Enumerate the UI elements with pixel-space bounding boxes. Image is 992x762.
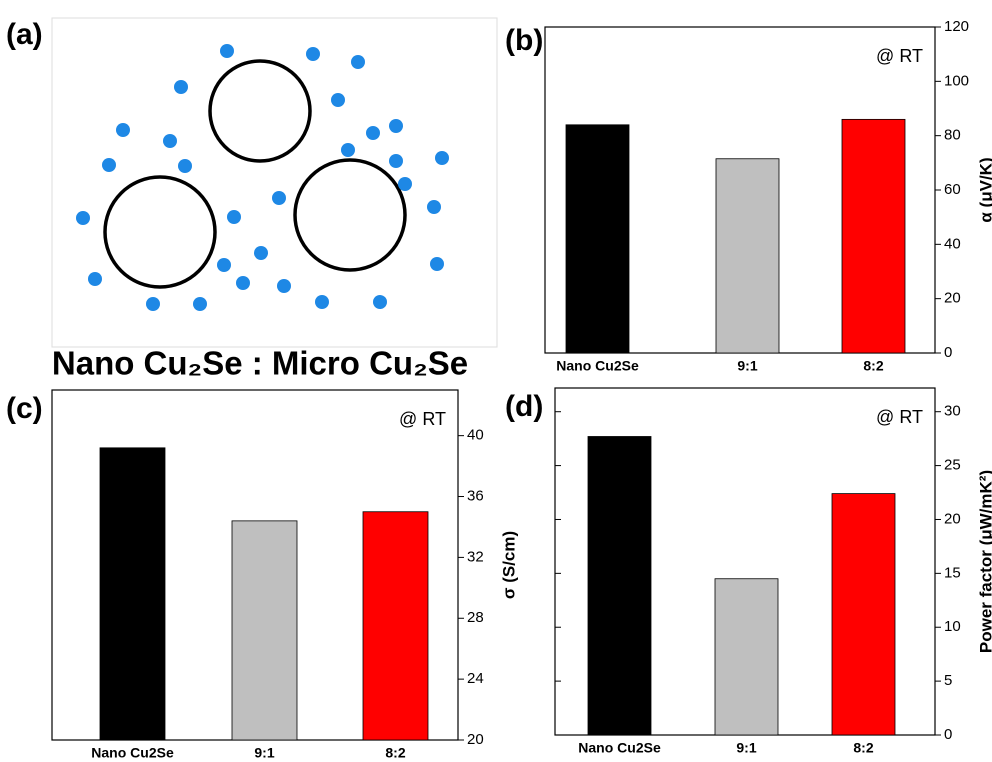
annotation: @ RT xyxy=(876,407,923,427)
bar xyxy=(832,494,895,735)
panel-label: (d) xyxy=(505,390,543,423)
y-tick-label: 60 xyxy=(944,181,961,198)
y-tick-label: 40 xyxy=(467,427,484,444)
y-tick-label: 20 xyxy=(467,731,484,748)
bar xyxy=(588,436,651,735)
y-tick-label: 100 xyxy=(944,72,969,89)
y-tick-label: 80 xyxy=(944,127,961,144)
nano-particles xyxy=(76,44,449,311)
x-tick-label: 9:1 xyxy=(736,740,756,756)
y-tick-label: 5 xyxy=(944,672,952,689)
y-axis-label: α (μV/K) xyxy=(976,157,992,222)
annotation: @ RT xyxy=(876,46,923,66)
y-tick-label: 36 xyxy=(467,487,484,504)
micro-particle xyxy=(105,177,215,287)
x-tick-label: 8:2 xyxy=(853,740,873,756)
panel-label: (c) xyxy=(6,392,43,425)
x-tick-label: 9:1 xyxy=(737,358,757,374)
y-tick-label: 0 xyxy=(944,726,952,743)
bar xyxy=(715,579,778,735)
x-tick-label: Nano Cu2Se xyxy=(556,358,639,374)
annotation: @ RT xyxy=(399,409,446,429)
bar xyxy=(566,125,629,353)
y-tick-label: 30 xyxy=(944,403,961,420)
x-tick-label: 8:2 xyxy=(385,745,405,761)
y-tick-label: 25 xyxy=(944,457,961,474)
y-tick-label: 40 xyxy=(944,235,961,252)
y-tick-label: 10 xyxy=(944,618,961,635)
panel-label: (b) xyxy=(505,24,543,57)
bar xyxy=(363,512,428,740)
x-tick-label: 8:2 xyxy=(863,358,883,374)
micro-particle xyxy=(210,61,310,161)
bar xyxy=(716,159,779,353)
x-tick-label: 9:1 xyxy=(254,745,274,761)
panel-label: (a) xyxy=(6,18,43,51)
figure: (a) Nano Cu₂Se : Micro Cu₂Se (b) @ RT 0 20 4… xyxy=(0,0,992,762)
y-tick-label: 28 xyxy=(467,609,484,626)
x-tick-label: Nano Cu2Se xyxy=(578,740,661,756)
y-tick-label: 32 xyxy=(467,548,484,565)
schematic-frame xyxy=(52,18,497,347)
y-tick-label: 0 xyxy=(944,344,952,361)
bar xyxy=(100,448,165,740)
schematic xyxy=(52,18,497,347)
y-axis-label: σ (S/cm) xyxy=(499,531,518,599)
y-tick-label: 24 xyxy=(467,670,484,687)
schematic-caption: Nano Cu₂Se : Micro Cu₂Se xyxy=(52,345,468,382)
y-axis-label: Power factor (μW/mK²) xyxy=(976,470,992,653)
y-tick-label: 15 xyxy=(944,564,961,581)
bar xyxy=(842,119,905,353)
y-tick-label: 20 xyxy=(944,290,961,307)
y-tick-label: 20 xyxy=(944,510,961,527)
bar xyxy=(232,521,297,740)
x-tick-label: Nano Cu2Se xyxy=(91,745,174,761)
y-tick-label: 120 xyxy=(944,18,969,35)
micro-particle xyxy=(295,160,405,270)
